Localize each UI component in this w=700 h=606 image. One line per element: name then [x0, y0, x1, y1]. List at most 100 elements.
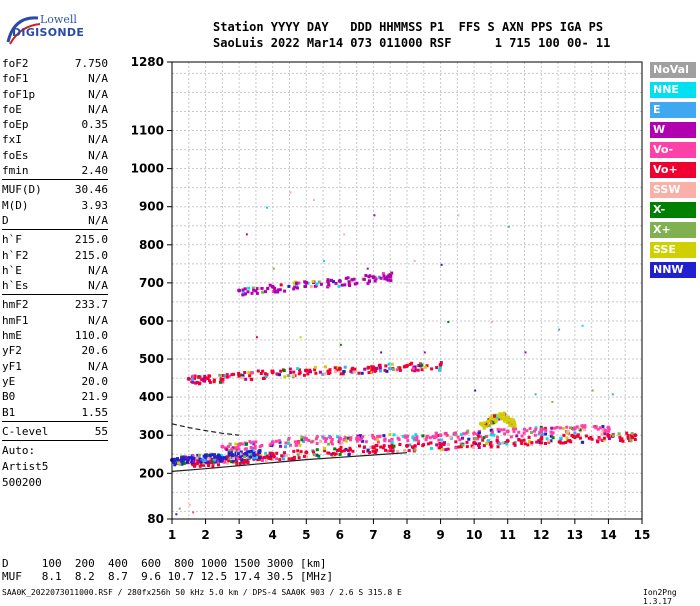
legend-item-x: X- [650, 202, 696, 218]
echo-point [499, 415, 503, 419]
echo-point [191, 454, 194, 458]
echo-point [222, 456, 226, 460]
echo-point [213, 455, 217, 458]
echo-point [571, 435, 575, 438]
echo-point [602, 428, 606, 432]
echo-point [357, 371, 361, 375]
echo-point [370, 365, 374, 369]
echo-point [495, 413, 499, 417]
echo-point [213, 455, 216, 459]
echo-point [268, 283, 272, 287]
echo-point [430, 367, 434, 371]
echo-point [494, 420, 498, 424]
echo-point [490, 431, 494, 435]
echo-point [202, 376, 206, 380]
echo-point [611, 434, 615, 438]
echo-point [406, 434, 410, 438]
echo-point [329, 436, 332, 440]
echo-point [338, 441, 342, 445]
echo-point [361, 439, 364, 443]
echo-point [283, 451, 286, 455]
echo-point [439, 361, 443, 365]
echo-point [180, 456, 184, 460]
echo-point [523, 442, 527, 446]
trace-point [438, 433, 443, 438]
trace-point [203, 454, 208, 459]
echo-point [324, 439, 328, 443]
echo-point [230, 447, 234, 451]
echo-point [344, 439, 348, 443]
echo-point [192, 459, 196, 463]
echo-point [264, 375, 268, 379]
plot-area [172, 62, 642, 519]
echo-point [620, 438, 623, 442]
param-value: N/A [88, 148, 108, 162]
y-tick-label: 200 [139, 466, 164, 480]
echo-point [374, 277, 378, 281]
echo-point [269, 454, 273, 458]
y-tick-label: 300 [139, 428, 164, 442]
echo-point [192, 457, 196, 460]
echo-point [239, 373, 243, 377]
echo-point [530, 443, 534, 447]
param-label: h`F [2, 233, 22, 247]
echo-point [389, 445, 393, 449]
echo-point [335, 368, 339, 372]
echo-point [249, 377, 253, 381]
echo-point [254, 456, 258, 460]
echo-point [195, 462, 199, 466]
echo-point [227, 453, 231, 457]
echo-point [453, 432, 457, 436]
echo-point [309, 285, 313, 288]
echo-point [606, 433, 610, 437]
echo-point [297, 281, 301, 285]
echo-point [191, 454, 195, 458]
echo-point [253, 444, 257, 448]
echo-point [505, 419, 509, 423]
echo-point [214, 460, 218, 464]
echo-point [350, 371, 354, 375]
echo-point [334, 281, 338, 285]
trace-3 [186, 361, 443, 386]
echo-point [234, 453, 238, 457]
echo-point [343, 436, 347, 440]
echo-point [194, 381, 198, 385]
echo-point [433, 435, 437, 439]
echo-point [255, 453, 259, 457]
echo-point [237, 456, 241, 460]
echo-point [508, 421, 512, 425]
echo-point [410, 445, 414, 449]
echo-point [189, 377, 193, 381]
echo-point [309, 370, 312, 374]
echo-point [387, 439, 391, 443]
echo-point [540, 435, 544, 439]
echo-point [197, 375, 201, 379]
param-row: foE N/A [2, 102, 108, 117]
echo-point [284, 441, 288, 445]
echo-point [211, 453, 214, 457]
echo-point [429, 441, 433, 445]
echo-point [269, 442, 273, 446]
echo-point [216, 461, 220, 465]
echo-point [507, 418, 511, 421]
echo-point [330, 452, 334, 456]
echo-point [326, 280, 330, 283]
echo-point [366, 448, 370, 452]
echo-point [218, 458, 222, 462]
echo-point [431, 435, 435, 438]
echo-point [416, 368, 420, 372]
echo-point [496, 417, 500, 421]
echo-point [487, 439, 490, 443]
echo-point [314, 371, 318, 375]
param-label: fmin [2, 164, 29, 178]
echo-point [582, 426, 586, 430]
echo-point [190, 456, 193, 460]
echo-point [258, 456, 261, 460]
echo-point [547, 439, 551, 443]
echo-point [508, 422, 512, 426]
echo-point [268, 443, 272, 447]
echo-point [332, 280, 335, 284]
echo-point [339, 372, 343, 376]
sparse-echo-point [255, 336, 258, 339]
echo-point [596, 439, 599, 443]
